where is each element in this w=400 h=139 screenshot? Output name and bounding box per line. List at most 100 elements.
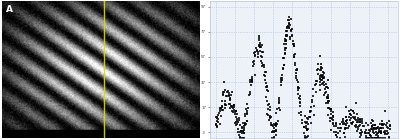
Point bbox=[274, 108, 281, 110]
Point bbox=[333, 122, 339, 124]
Point bbox=[315, 68, 322, 70]
Point bbox=[362, 132, 369, 134]
Point bbox=[304, 123, 311, 125]
Point bbox=[320, 77, 326, 79]
Point bbox=[366, 132, 372, 135]
Point bbox=[330, 119, 336, 121]
Point bbox=[328, 113, 334, 115]
Point bbox=[257, 45, 263, 48]
Point bbox=[328, 107, 334, 110]
Point bbox=[319, 82, 325, 85]
Point bbox=[214, 125, 220, 127]
Point bbox=[320, 81, 327, 83]
Point bbox=[355, 117, 361, 119]
Point bbox=[232, 121, 239, 123]
Point bbox=[293, 77, 300, 79]
Point bbox=[249, 76, 256, 79]
Point bbox=[256, 45, 262, 47]
Point bbox=[303, 125, 309, 127]
Point bbox=[327, 120, 333, 122]
Point bbox=[267, 108, 273, 111]
Point bbox=[301, 132, 308, 135]
Text: B: B bbox=[191, 1, 198, 10]
Point bbox=[243, 108, 250, 110]
Point bbox=[271, 137, 277, 139]
Point bbox=[295, 93, 302, 96]
Point bbox=[382, 132, 388, 134]
Point bbox=[385, 132, 392, 134]
Point bbox=[247, 93, 254, 95]
Point bbox=[274, 120, 281, 122]
Point bbox=[320, 76, 326, 79]
Point bbox=[367, 134, 374, 136]
Point bbox=[343, 120, 349, 122]
Point bbox=[251, 60, 258, 62]
Point bbox=[256, 36, 262, 39]
Point bbox=[214, 116, 221, 118]
Point bbox=[314, 80, 320, 82]
Point bbox=[377, 127, 384, 129]
Point bbox=[340, 120, 346, 122]
Point bbox=[252, 55, 258, 58]
Point bbox=[319, 78, 326, 81]
Point bbox=[259, 51, 265, 54]
Point bbox=[262, 71, 268, 73]
Point bbox=[288, 33, 295, 36]
Point bbox=[243, 110, 250, 112]
Point bbox=[283, 29, 289, 32]
Point bbox=[324, 102, 331, 104]
Point bbox=[227, 98, 233, 100]
Point bbox=[351, 125, 358, 127]
Point bbox=[366, 137, 372, 139]
Point bbox=[284, 18, 291, 21]
Point bbox=[325, 101, 332, 104]
Point bbox=[265, 114, 271, 116]
Point bbox=[215, 114, 221, 116]
Point bbox=[221, 91, 227, 94]
Point bbox=[236, 137, 243, 139]
Point bbox=[219, 93, 226, 95]
Point bbox=[293, 75, 299, 78]
Point bbox=[276, 97, 282, 100]
Point bbox=[355, 128, 362, 131]
Point bbox=[302, 121, 308, 123]
Point bbox=[242, 123, 248, 125]
Point bbox=[272, 124, 279, 126]
Point bbox=[282, 49, 288, 52]
Point bbox=[385, 127, 392, 129]
Point bbox=[366, 129, 373, 132]
Point bbox=[303, 122, 309, 124]
Y-axis label: Intensity (counts): Intensity (counts) bbox=[195, 50, 199, 89]
Point bbox=[255, 53, 261, 55]
Point bbox=[237, 136, 243, 138]
Point bbox=[284, 35, 291, 37]
Point bbox=[273, 129, 280, 132]
Point bbox=[229, 110, 236, 113]
Point bbox=[284, 34, 290, 36]
Point bbox=[296, 111, 302, 114]
Point bbox=[229, 91, 236, 93]
Point bbox=[387, 125, 393, 127]
Point bbox=[376, 131, 382, 134]
Point bbox=[367, 130, 373, 132]
Point bbox=[241, 125, 248, 127]
Point bbox=[376, 128, 382, 130]
Point bbox=[342, 127, 348, 129]
Point bbox=[333, 134, 339, 136]
Point bbox=[282, 47, 288, 49]
Point bbox=[236, 119, 242, 121]
Point bbox=[330, 123, 336, 125]
Point bbox=[262, 79, 268, 81]
Point bbox=[370, 129, 376, 131]
Point bbox=[256, 35, 262, 37]
Point bbox=[221, 80, 227, 83]
Point bbox=[362, 131, 368, 133]
Point bbox=[261, 66, 268, 68]
Point bbox=[240, 127, 247, 129]
Point bbox=[348, 114, 354, 116]
Point bbox=[317, 84, 324, 86]
Point bbox=[232, 110, 239, 112]
Point bbox=[224, 91, 230, 93]
Point bbox=[261, 74, 267, 76]
Point bbox=[263, 86, 270, 88]
